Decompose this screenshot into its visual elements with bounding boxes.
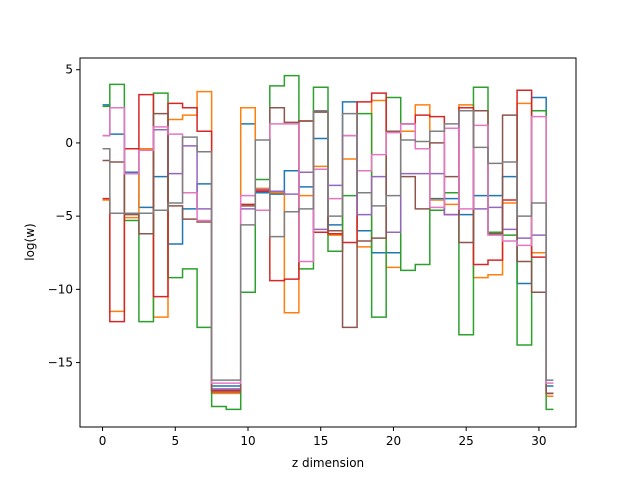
- series-8-line: [102, 109, 554, 381]
- y-tick-label: 0: [65, 136, 73, 150]
- x-tick-label: 5: [171, 434, 179, 448]
- x-tick-label: 10: [240, 434, 255, 448]
- series-layer: [102, 74, 554, 411]
- x-tick-label: 0: [99, 434, 107, 448]
- y-axis-label: log(w): [23, 223, 37, 260]
- y-tick-label: −5: [55, 209, 73, 223]
- y-axis: 5 0 −5 −10 −15: [48, 63, 80, 370]
- x-tick-label: 25: [459, 434, 474, 448]
- x-tick-label: 20: [386, 434, 401, 448]
- series-4-line: [102, 89, 554, 395]
- y-tick-label: −10: [48, 282, 73, 296]
- x-tick-label: 30: [531, 434, 546, 448]
- x-tick-label: 15: [313, 434, 328, 448]
- y-tick-label: 5: [65, 63, 73, 77]
- x-axis-label: z dimension: [292, 456, 364, 470]
- plot-frame: [79, 57, 577, 428]
- series-7-line: [102, 107, 554, 384]
- series-6-line: [102, 107, 554, 395]
- y-tick-label: −15: [48, 356, 73, 370]
- x-axis: 0 5 10 15 20 25 30: [99, 427, 547, 448]
